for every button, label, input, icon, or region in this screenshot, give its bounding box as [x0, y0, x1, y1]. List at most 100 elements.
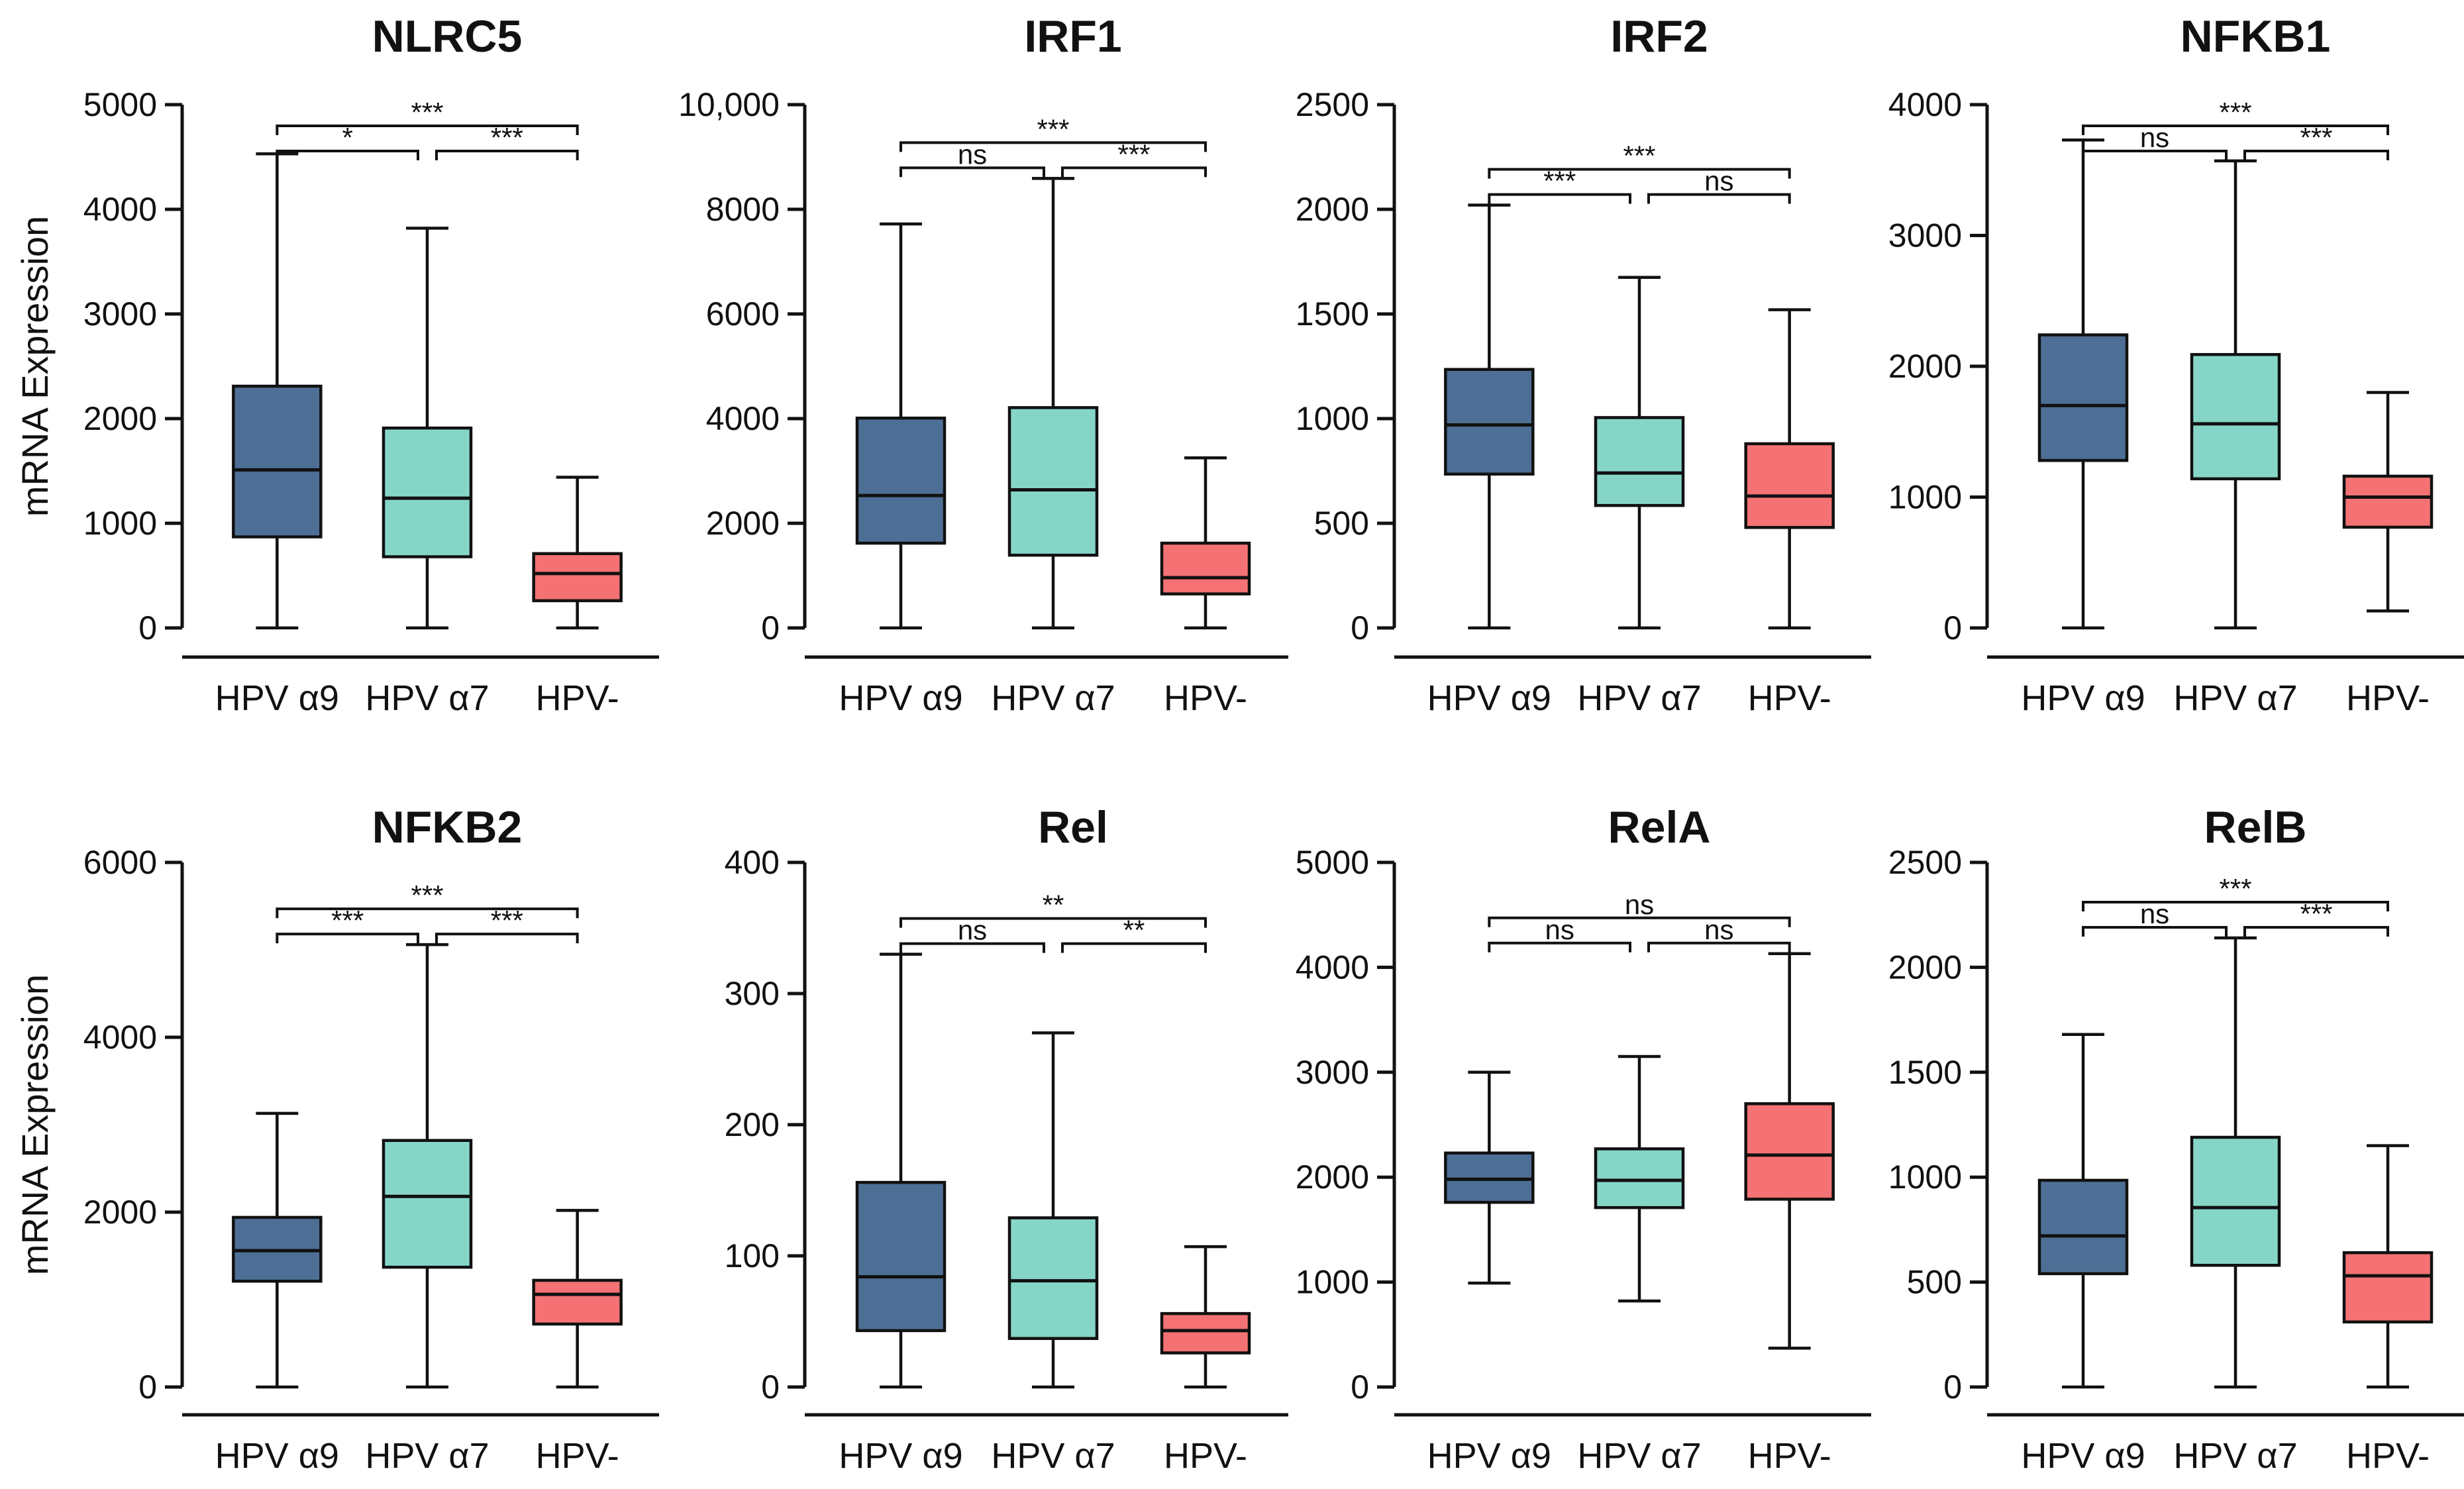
y-tick-label: 400 — [725, 844, 780, 881]
significance-label: *** — [411, 97, 443, 128]
box-hpv-a7 — [1007, 1031, 1099, 1389]
box-hpv-a7 — [2190, 936, 2281, 1389]
chart-title: RelA — [1608, 802, 1711, 852]
bracket-line — [1061, 942, 1207, 953]
x-tick-label: HPV α9 — [1427, 1436, 1551, 1476]
box-hpv-a9 — [1444, 1070, 1535, 1285]
x-tick-label: HPV- — [2346, 1436, 2430, 1476]
x-tick-label: HPV α7 — [1577, 678, 1701, 718]
bracket-line — [1488, 916, 1791, 927]
y-tick-label: 2000 — [1296, 1158, 1369, 1196]
box-hpv-a7 — [382, 227, 473, 630]
significance-bracket: ** — [1061, 915, 1207, 953]
box-hpv-neg — [2342, 1144, 2434, 1389]
bracket-line — [2082, 926, 2228, 937]
chart-title: NFKB1 — [2181, 11, 2331, 62]
box-hpv-a9 — [855, 952, 947, 1389]
y-tick-label: 1500 — [1888, 1054, 1962, 1091]
y-tick-label: 3000 — [83, 295, 157, 333]
iqr-box — [2037, 1178, 2129, 1276]
y-axis-label: mRNA Expression — [14, 216, 56, 517]
y-tick-label: 4000 — [706, 400, 780, 437]
significance-label: *** — [1623, 140, 1655, 172]
y-tick-label: 2000 — [1296, 191, 1369, 228]
box-hpv-neg — [1744, 308, 1835, 630]
x-tick-label: HPV- — [1164, 678, 1247, 718]
chart-title: IRF2 — [1610, 11, 1708, 62]
y-tick-label: 0 — [761, 609, 780, 646]
chart-title: NFKB2 — [372, 802, 523, 852]
x-tick-label: HPV α7 — [1577, 1436, 1701, 1476]
iqr-box — [232, 384, 323, 539]
significance-bracket: ns — [899, 138, 1045, 178]
x-tick-label: HPV α7 — [2173, 1436, 2297, 1476]
panel-rela: RelA 0 1000 2000 3000 4000 5000 HPV α9 HPV α7 HPV… — [1296, 802, 1871, 1476]
y-tick-label: 200 — [725, 1106, 780, 1143]
y-tick-label: 5000 — [83, 86, 157, 123]
y-tick-label: 1000 — [1888, 479, 1962, 516]
significance-bracket: ** — [899, 890, 1207, 928]
chart-title: RelB — [2204, 802, 2307, 852]
x-tick-label: HPV α9 — [839, 1436, 962, 1476]
significance-bracket: *** — [2082, 97, 2389, 135]
significance-bracket: ns — [1647, 166, 1791, 204]
y-tick-label: 4000 — [83, 191, 157, 228]
iqr-box — [1160, 1311, 1251, 1355]
bracket-line — [1488, 168, 1791, 179]
significance-label: *** — [2219, 97, 2251, 128]
y-tick-label: 2000 — [1888, 348, 1962, 385]
iqr-box — [2190, 1135, 2281, 1267]
significance-bracket: *** — [276, 905, 419, 944]
box-hpv-neg — [1744, 952, 1835, 1350]
significance-bracket: ns — [1488, 914, 1631, 952]
box-hpv-a9 — [1444, 203, 1535, 630]
y-axis-label: mRNA Expression — [14, 974, 56, 1275]
iqr-box — [855, 416, 947, 545]
box-hpv-neg — [532, 1209, 623, 1389]
iqr-box — [1444, 368, 1535, 476]
box-hpv-neg — [1160, 1245, 1251, 1389]
iqr-box — [1744, 442, 1835, 529]
iqr-box — [382, 426, 473, 558]
bracket-line — [899, 917, 1207, 928]
bracket-line — [2082, 150, 2228, 160]
significance-label: *** — [411, 880, 443, 911]
bracket-line — [1647, 193, 1791, 204]
y-tick-label: 100 — [725, 1237, 780, 1274]
box-hpv-a7 — [1594, 276, 1685, 630]
y-tick-label: 2500 — [1296, 86, 1369, 123]
box-hpv-a9 — [2037, 1033, 2129, 1389]
significance-bracket: *** — [2243, 898, 2389, 937]
significance-label: ns — [1625, 889, 1654, 920]
x-tick-label: HPV α9 — [215, 678, 339, 718]
x-tick-label: HPV α9 — [2021, 678, 2145, 718]
significance-label: *** — [1037, 113, 1069, 144]
y-tick-label: 1000 — [1888, 1158, 1962, 1196]
y-tick-label: 10,000 — [678, 86, 780, 123]
significance-bracket: *** — [435, 905, 579, 944]
iqr-box — [1160, 541, 1251, 595]
y-tick-label: 3000 — [1888, 217, 1962, 254]
y-tick-label: 300 — [725, 975, 780, 1012]
bracket-line — [276, 933, 419, 944]
significance-bracket: *** — [1061, 138, 1207, 178]
bracket-line — [435, 933, 579, 944]
y-tick-label: 2000 — [1888, 949, 1962, 986]
x-tick-label: HPV α7 — [991, 1436, 1115, 1476]
y-tick-label: 0 — [138, 1368, 157, 1406]
y-tick-label: 0 — [1943, 1368, 1962, 1406]
y-tick-label: 5000 — [1296, 844, 1369, 881]
y-tick-label: 2000 — [706, 505, 780, 542]
y-tick-label: 2000 — [83, 1194, 157, 1231]
significance-label: ** — [1043, 890, 1064, 921]
y-tick-label: 4000 — [1888, 86, 1962, 123]
bracket-line — [1061, 166, 1207, 178]
y-tick-label: 3000 — [1296, 1054, 1369, 1091]
y-tick-label: 4000 — [83, 1019, 157, 1056]
y-tick-label: 1000 — [83, 505, 157, 542]
bracket-line — [2082, 125, 2389, 135]
significance-bracket: *** — [2082, 873, 2389, 912]
x-tick-label: HPV α9 — [215, 1436, 339, 1476]
y-tick-label: 0 — [1351, 609, 1369, 646]
